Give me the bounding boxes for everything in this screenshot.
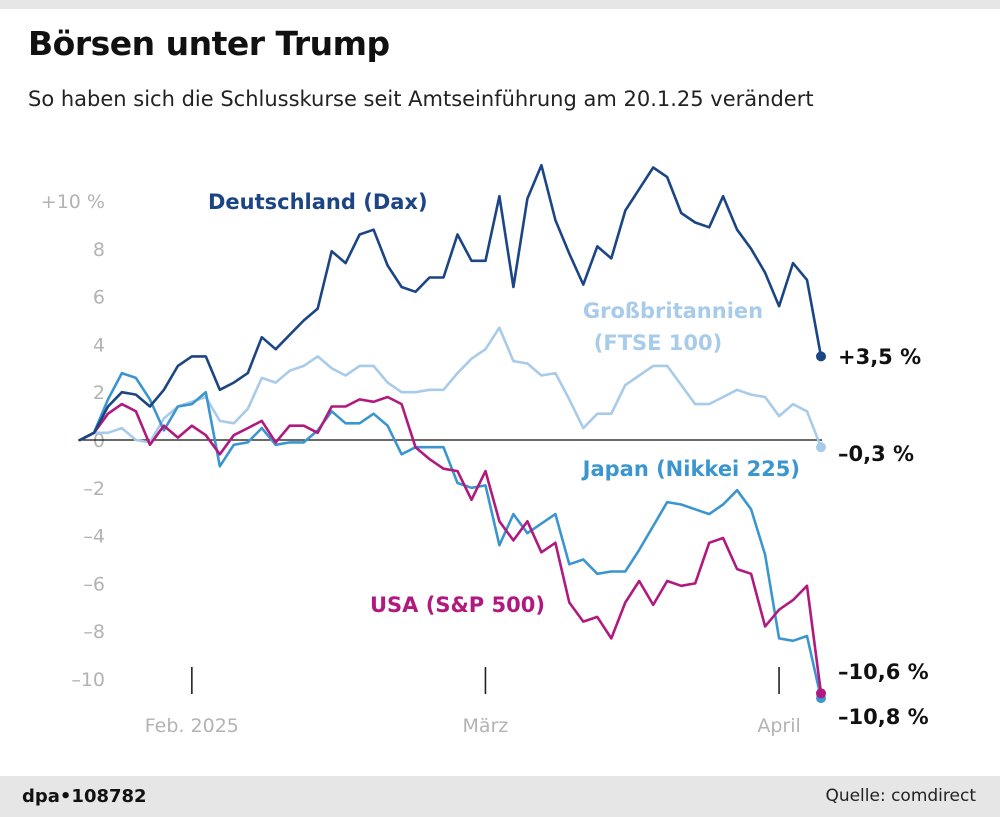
x-tick-label: März bbox=[463, 715, 509, 737]
end-marker-ftse bbox=[816, 442, 826, 453]
y-tick-label: –4 bbox=[83, 526, 105, 548]
series-label-dax: Deutschland (Dax) bbox=[208, 190, 428, 214]
series-line-nikkei bbox=[78, 371, 823, 700]
series-label-ftse: (FTSE 100) bbox=[594, 331, 722, 355]
x-tick-label: Feb. 2025 bbox=[145, 715, 239, 737]
x-tick-label: April bbox=[757, 715, 800, 737]
source-label: Quelle: comdirect bbox=[825, 786, 976, 806]
y-tick-label: –6 bbox=[83, 573, 105, 595]
series-line-ftse bbox=[78, 326, 823, 449]
chart-subtitle: So haben sich die Schlusskurse seit Amts… bbox=[28, 87, 814, 111]
chart-title: Börsen unter Trump bbox=[28, 24, 390, 63]
credit-label: dpa•108782 bbox=[22, 786, 147, 807]
y-tick-label: –10 bbox=[71, 669, 105, 691]
y-tick-label: +10 % bbox=[41, 191, 105, 213]
y-tick-label: 8 bbox=[93, 239, 105, 261]
y-tick-label: 0 bbox=[93, 430, 105, 452]
footer: dpa•108782 Quelle: comdirect bbox=[0, 776, 1000, 817]
y-tick-label: –2 bbox=[83, 478, 105, 500]
y-tick-label: 6 bbox=[93, 287, 105, 309]
end-value-label-nikkei: –10,8 % bbox=[838, 705, 929, 729]
series-label-nikkei: Japan (Nikkei 225) bbox=[581, 457, 800, 481]
end-value-label-ftse: –0,3 % bbox=[838, 442, 914, 466]
end-marker-dax bbox=[816, 351, 826, 362]
series-label-ftse: Großbritannien bbox=[583, 299, 763, 323]
series-label-sp500: USA (S&P 500) bbox=[370, 593, 545, 617]
series-line-sp500 bbox=[78, 395, 823, 695]
end-marker-sp500 bbox=[816, 688, 826, 699]
end-value-label-sp500: –10,6 % bbox=[838, 660, 929, 684]
line-chart: +10 % 8 6 4 2 0 –2 –4 –6 –8 –10 Feb. 2025 März April D… bbox=[41, 163, 929, 737]
y-tick-label: 2 bbox=[93, 382, 105, 404]
y-tick-label: –8 bbox=[83, 621, 105, 643]
end-value-label-dax: +3,5 % bbox=[838, 345, 921, 369]
top-bar bbox=[0, 0, 1000, 9]
y-tick-label: 4 bbox=[93, 334, 105, 356]
series-line-dax bbox=[78, 163, 823, 442]
